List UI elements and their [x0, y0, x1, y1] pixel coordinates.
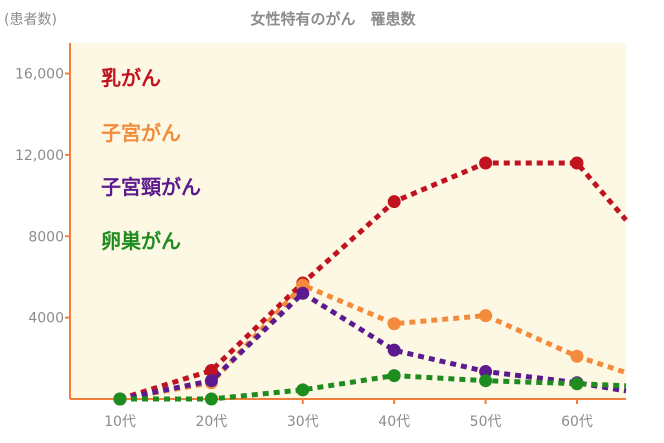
y-axis-label: (患者数): [4, 12, 57, 28]
data-point: [113, 392, 127, 406]
x-tick-label: 10代: [104, 414, 136, 430]
x-tick-label: 50代: [470, 414, 502, 430]
data-point: [387, 369, 401, 383]
y-tick-label: 4000: [28, 311, 64, 327]
data-point: [479, 309, 493, 323]
y-tick-label: 16,000: [15, 67, 64, 83]
data-point: [296, 383, 310, 397]
x-tick-label: 20代: [195, 414, 227, 430]
data-point: [387, 317, 401, 331]
chart-title: 女性特有のがん 罹患数: [250, 10, 416, 28]
y-tick-label: 8000: [28, 229, 64, 245]
data-point: [570, 156, 584, 170]
x-tick-label: 30代: [287, 414, 319, 430]
data-point: [479, 365, 493, 379]
plot-area: [70, 43, 626, 399]
data-point: [296, 286, 310, 300]
data-point: [204, 392, 218, 406]
legend-label: 子宮頸がん: [101, 175, 201, 199]
legend-label: 子宮がん: [101, 121, 181, 145]
legend-label: 卵巣がん: [101, 229, 181, 253]
data-point: [479, 374, 493, 388]
y-tick-label: 12,000: [15, 148, 64, 164]
data-point: [204, 374, 218, 388]
data-point: [479, 156, 493, 170]
data-point: [570, 349, 584, 363]
data-point: [387, 195, 401, 209]
x-tick-label: 60代: [561, 414, 593, 430]
data-point: [387, 343, 401, 357]
x-tick-label: 40代: [378, 414, 410, 430]
data-point: [570, 377, 584, 391]
data-point: [204, 364, 218, 378]
legend-label: 乳がん: [101, 66, 161, 90]
